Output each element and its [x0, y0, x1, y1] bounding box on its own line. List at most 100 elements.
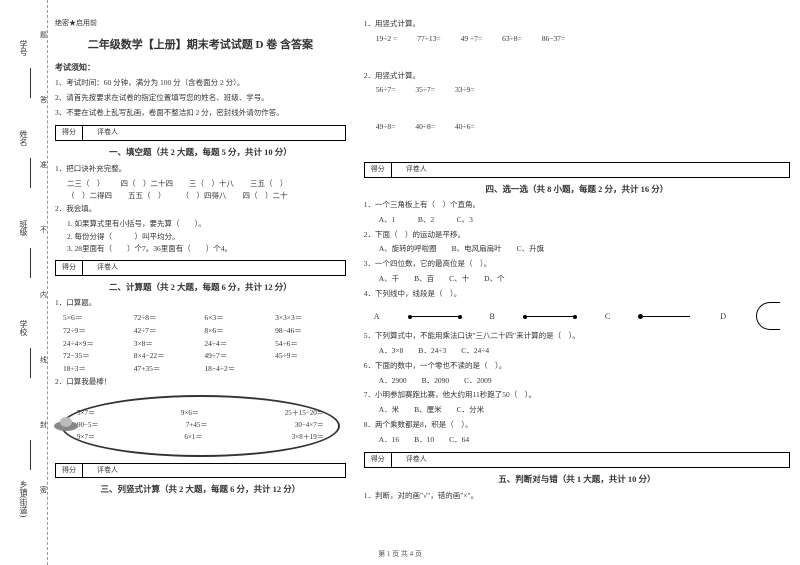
sidebar-blank-line: [30, 158, 31, 188]
section-1-title: 一、填空题（共 2 大题，每题 5 分，共计 10 分）: [55, 145, 346, 159]
calc-item: 6×1＝: [184, 432, 202, 444]
arc-shape-icon: [756, 302, 780, 330]
calc-item: 45÷9＝: [275, 350, 346, 363]
choice-options: A．16 B．10 C．64: [364, 434, 790, 447]
section-3-title: 三、列竖式计算（共 2 大题，每题 6 分，共计 12 分）: [55, 482, 346, 496]
calc-item: 40÷8=: [415, 121, 435, 134]
calc-item: 30−4×7＝: [295, 420, 324, 432]
seal-marker: 不: [40, 225, 47, 235]
calc-item: 19÷2 =: [376, 33, 397, 46]
calc-item: 8×4−22＝: [134, 350, 205, 363]
choice-item: 4．下列线中，线段是（ ）。: [364, 288, 790, 301]
blank-item: 三五（ ）: [250, 178, 288, 191]
blank-row: 二三（ ） 四（ ）二十四 三（ ）十八 三五（ ）: [55, 178, 346, 191]
calc-item: 5×7＝: [77, 408, 95, 420]
sidebar-blank-line: [30, 248, 31, 278]
sidebar-blank-line: [30, 440, 31, 470]
sidebar-blank-line: [30, 348, 31, 378]
bubble-row: 9×7＝ 6×1＝ 3×8＋19＝: [77, 432, 324, 444]
choice-options: A．3×8 B．24÷3 C．24÷4: [364, 345, 790, 358]
calc-item: 25＋15−20＝: [285, 408, 324, 420]
right-column: 1．用竖式计算。 19÷2 = 77÷13= 49 ÷7= 63÷8= 86−3…: [364, 18, 790, 545]
section-5-title: 五、判断对与错（共 1 大题，共计 10 分）: [364, 472, 790, 486]
calc-item: 98−46＝: [275, 325, 346, 338]
score-box: 得分 评卷人: [364, 162, 790, 178]
seal-marker: 答: [40, 95, 47, 105]
blank-row: （ ）二得四 五五（ ） （ ）四得八 四（ ）二十: [55, 190, 346, 203]
calc-item: 42÷7＝: [134, 325, 205, 338]
calc-item: 72÷8＝: [134, 312, 205, 325]
calc-item: 90−5＝: [77, 420, 98, 432]
section-2-title: 二、计算题（共 2 大题，每题 6 分，共计 12 分）: [55, 280, 346, 294]
line-shape-icon: [525, 316, 575, 317]
page-footer: 第 1 页 共 4 页: [0, 549, 800, 559]
calc-item: 3×3×3＝: [275, 312, 346, 325]
calc-item: 72−35＝: [63, 350, 134, 363]
sidebar-label: 乡镇(街道): [18, 480, 29, 517]
option-c-label: C: [605, 310, 610, 324]
calc-item: 49÷8=: [376, 121, 396, 134]
score-box: 得分 评卷人: [55, 463, 346, 479]
grader-label: 评卷人: [83, 464, 132, 478]
page-content: 绝密★启用前 二年级数学【上册】期末考试试题 D 卷 含答案 考试须知： 1、考…: [55, 18, 790, 545]
calc-item: 56÷7=: [376, 84, 396, 97]
choice-item: 2．下面（ ）的运动是平移。: [364, 229, 790, 242]
score-box: 得分 评卷人: [55, 125, 346, 141]
calc-item: 3×8＋19＝: [292, 432, 324, 444]
left-column: 绝密★启用前 二年级数学【上册】期末考试试题 D 卷 含答案 考试须知： 1、考…: [55, 18, 346, 545]
choice-options: A．米 B、厘米 C．分米: [364, 404, 790, 417]
question: 2．口算我最棒！: [55, 376, 346, 389]
question: 1．判断，对的画"√"，错的画"×"。: [364, 490, 790, 503]
calc-item: 47+35＝: [134, 363, 205, 376]
calc-item: 49 ÷7=: [461, 33, 482, 46]
grader-label: 评卷人: [83, 261, 132, 275]
sub-item: 2. 每份分得（ ）叫平均分。: [55, 231, 346, 244]
calc-item: 54÷6＝: [275, 338, 346, 351]
blank-item: 二三（ ）: [67, 178, 105, 191]
seal-marker: 封: [40, 420, 47, 430]
option-a-label: A: [374, 310, 380, 324]
shape-options: A B C D: [364, 302, 790, 330]
choice-item: 3．一个四位数，它的最高位是（ ）。: [364, 258, 790, 271]
question: 1．用竖式计算。: [364, 18, 790, 31]
seal-marker: 题: [40, 30, 47, 40]
calc-item: 8×6＝: [204, 325, 275, 338]
score-box: 得分 评卷人: [364, 452, 790, 468]
grader-label: 评卷人: [392, 453, 441, 467]
score-label: 得分: [365, 163, 392, 177]
blank-item: 四（ ）二十: [243, 190, 288, 203]
calc-item: 63÷8=: [502, 33, 522, 46]
score-label: 得分: [365, 453, 392, 467]
sub-item: 1. 如果算式里有小括号，要先算（ ）。: [55, 218, 346, 231]
choice-options: A、千 B、百 C、十 D、个: [364, 273, 790, 286]
seal-marker: 内: [40, 290, 47, 300]
calc-item: 40÷6=: [455, 121, 475, 134]
calc-item: 33÷9=: [455, 84, 475, 97]
choice-options: A．2900 B．2090 C．2009: [364, 375, 790, 388]
calc-item: 3×8＝: [134, 338, 205, 351]
choice-options: A、旋转的呼啦圈 B、电风扇扇叶 C、升旗: [364, 243, 790, 256]
score-label: 得分: [56, 126, 83, 140]
calc-item: 9×7＝: [77, 432, 95, 444]
ray-shape-icon: [640, 316, 690, 317]
notice-line: 1、考试时间：60 分钟，满分为 100 分（含卷面分 2 分）。: [55, 77, 346, 90]
choice-item: 7．小明参加赛跑比赛，他大约用11秒跑了50（ ）。: [364, 389, 790, 402]
calc-item: 18÷3＝: [63, 363, 134, 376]
sidebar-blank-line: [30, 68, 31, 98]
question: 2．用竖式计算。: [364, 70, 790, 83]
binding-sidebar: 学号 姓名 班级 学校 乡镇(街道) 题 答 准 不 内 线 封 密: [0, 0, 48, 565]
sidebar-label: 姓名: [18, 130, 29, 146]
seal-marker: 线: [40, 355, 47, 365]
sidebar-label: 班级: [18, 220, 29, 236]
sidebar-label: 学号: [18, 40, 29, 56]
choice-options: A、1 B、2 C、3: [364, 214, 790, 227]
calc-item: 35÷7=: [415, 84, 435, 97]
score-label: 得分: [56, 261, 83, 275]
notice-heading: 考试须知：: [55, 61, 346, 75]
calc-grid: 5×6＝ 72÷8＝ 6×3＝ 3×3×3＝ 72÷9＝ 42÷7＝ 8×6＝ …: [55, 312, 346, 376]
choice-item: 8．两个乘数都是8，积是（ ）。: [364, 419, 790, 432]
question: 1．把口诀补充完整。: [55, 163, 346, 176]
calc-item: 24÷4＝: [204, 338, 275, 351]
section-4-title: 四、选一选（共 8 小题，每题 2 分，共计 16 分）: [364, 182, 790, 196]
vertical-calc-row: 19÷2 = 77÷13= 49 ÷7= 63÷8= 86−37=: [364, 33, 790, 46]
